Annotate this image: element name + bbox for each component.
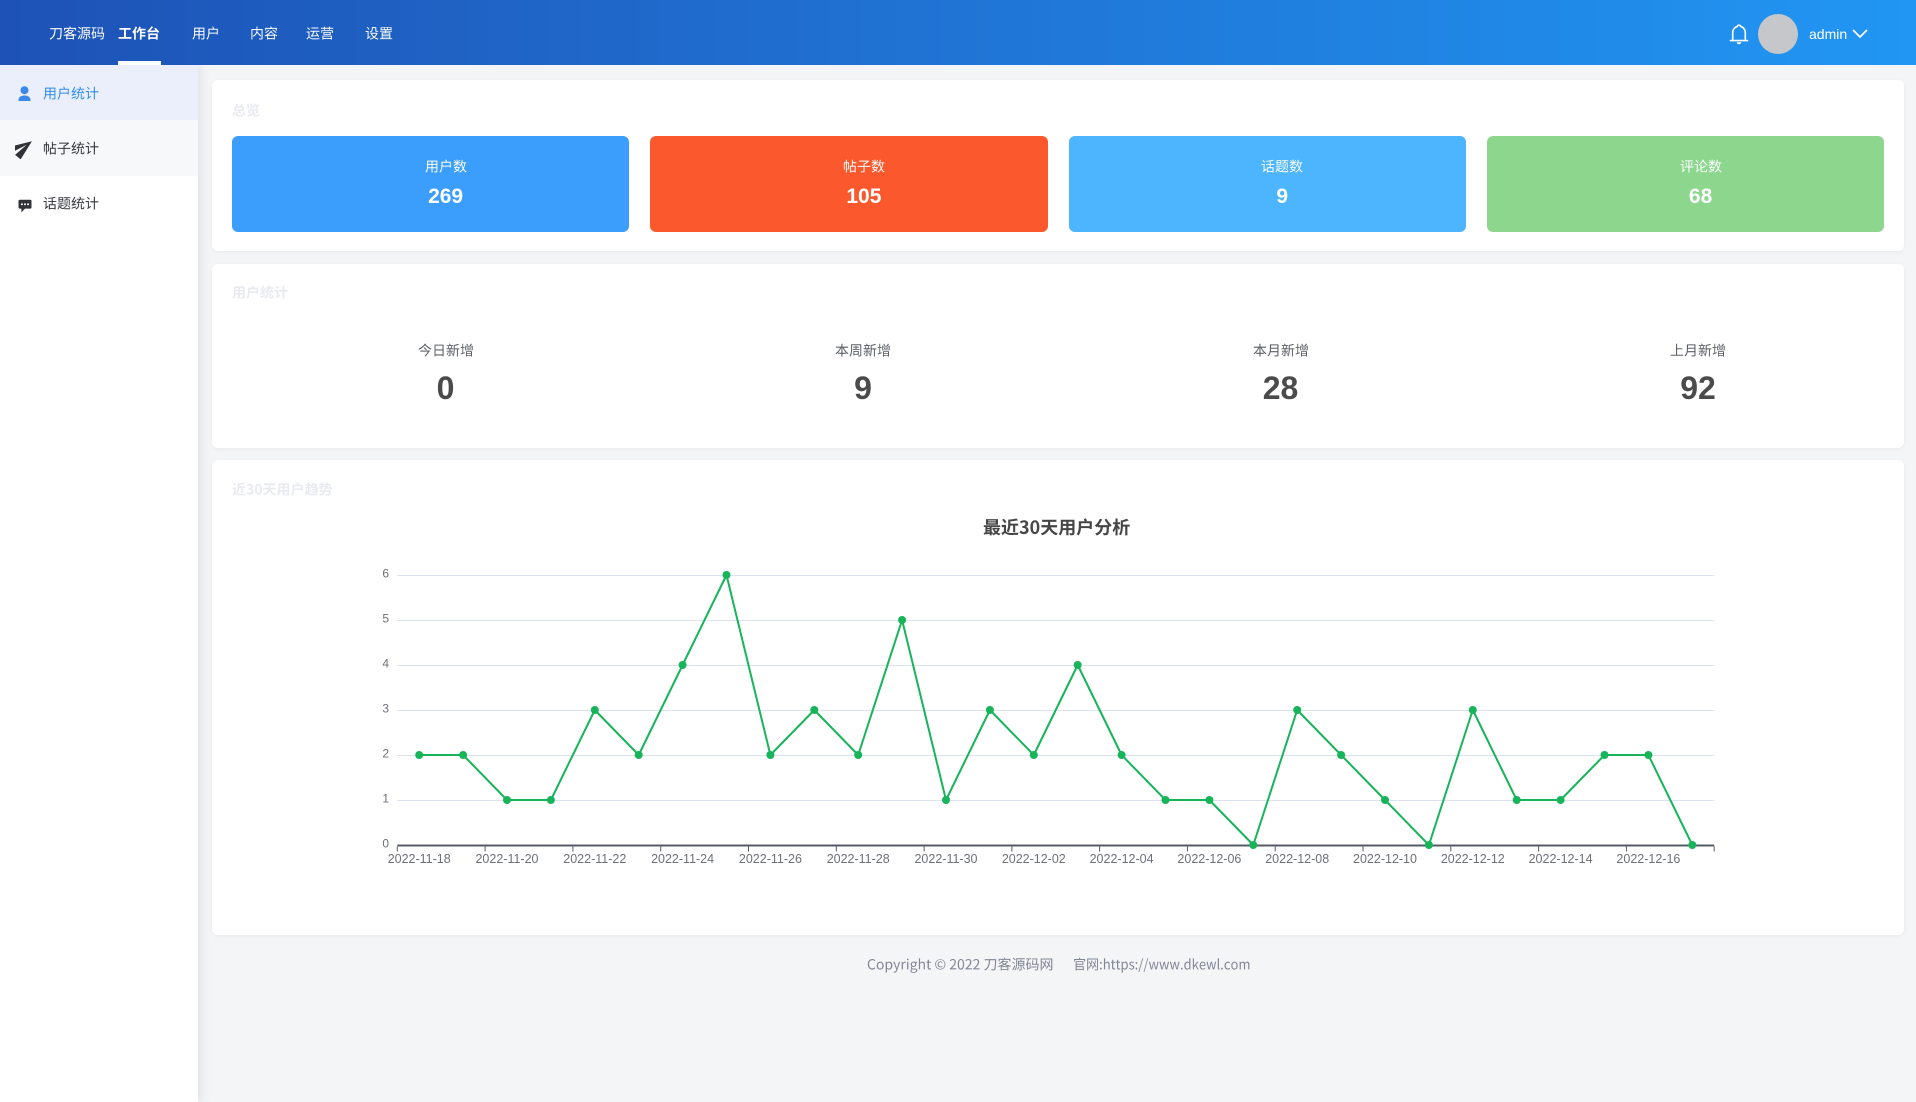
svg-text:2022-11-26: 2022-11-26 bbox=[739, 852, 802, 866]
svg-text:2022-12-04: 2022-12-04 bbox=[1090, 852, 1154, 866]
svg-text:0: 0 bbox=[382, 837, 389, 851]
svg-text:2022-12-06: 2022-12-06 bbox=[1177, 852, 1241, 866]
svg-text:5: 5 bbox=[382, 612, 389, 626]
svg-text:2: 2 bbox=[382, 747, 389, 761]
svg-text:2022-11-22: 2022-11-22 bbox=[563, 852, 626, 866]
svg-text:2022-11-20: 2022-11-20 bbox=[475, 852, 538, 866]
svg-text:4: 4 bbox=[382, 657, 389, 671]
svg-text:2022-12-16: 2022-12-16 bbox=[1616, 852, 1680, 866]
svg-text:3: 3 bbox=[382, 702, 389, 716]
svg-text:2022-12-10: 2022-12-10 bbox=[1353, 852, 1417, 866]
svg-text:2022-11-28: 2022-11-28 bbox=[827, 852, 890, 866]
svg-text:1: 1 bbox=[382, 792, 389, 806]
svg-text:2022-12-14: 2022-12-14 bbox=[1529, 852, 1593, 866]
svg-text:2022-12-02: 2022-12-02 bbox=[1002, 852, 1066, 866]
svg-text:2022-11-18: 2022-11-18 bbox=[388, 852, 451, 866]
svg-text:2022-11-24: 2022-11-24 bbox=[651, 852, 714, 866]
svg-text:2022-11-30: 2022-11-30 bbox=[914, 852, 977, 866]
svg-text:2022-12-08: 2022-12-08 bbox=[1265, 852, 1329, 866]
svg-text:2022-12-12: 2022-12-12 bbox=[1441, 852, 1505, 866]
svg-text:6: 6 bbox=[382, 567, 389, 581]
